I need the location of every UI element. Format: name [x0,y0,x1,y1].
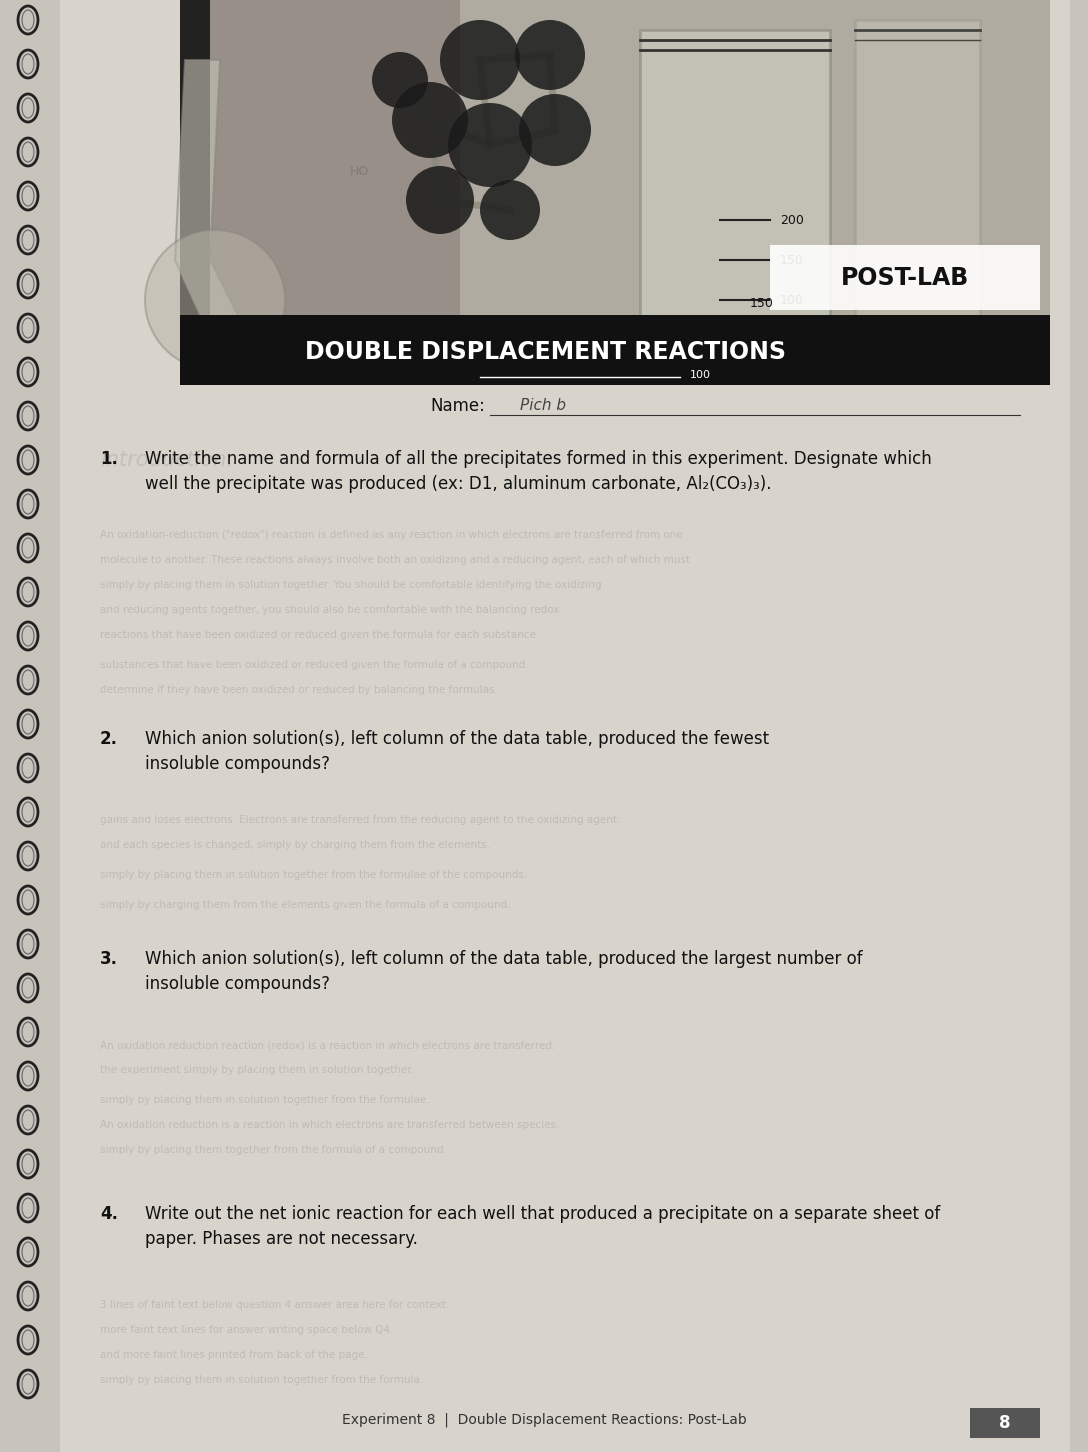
Circle shape [372,52,428,107]
Text: 1.: 1. [100,450,118,468]
Bar [770,245,1040,309]
Text: and each species is changed, simply by charging them from the elements.: and each species is changed, simply by c… [100,841,490,849]
Text: Name:: Name: [430,396,485,415]
Text: 2.: 2. [100,730,118,748]
Polygon shape [175,60,270,380]
Text: 150: 150 [750,298,774,309]
Text: 4.: 4. [100,1205,118,1223]
Text: simply by placing them in solution together from the formulae.: simply by placing them in solution toget… [100,1095,430,1105]
Text: 100: 100 [780,293,804,306]
Text: and reducing agents together, you should also be comfortable with the balancing : and reducing agents together, you should… [100,605,559,616]
Text: Which anion solution(s), left column of the data table, produced the fewest
inso: Which anion solution(s), left column of … [145,730,769,772]
Circle shape [515,20,585,90]
Text: reactions that have been oxidized or reduced given the formula for each substanc: reactions that have been oxidized or red… [100,630,540,640]
Circle shape [519,94,591,166]
Text: molecule to another. These reactions always involve both an oxidizing and a redu: molecule to another. These reactions alw… [100,555,690,565]
Bar [970,1408,1040,1437]
Circle shape [145,229,285,370]
Text: Pich b: Pich b [520,398,566,412]
Text: HO: HO [350,166,369,179]
Circle shape [440,20,520,100]
Circle shape [392,81,468,158]
Text: and more faint lines printed from back of the page.: and more faint lines printed from back o… [100,1350,368,1361]
Bar [180,0,210,380]
Text: simply by placing them in solution together. You should be comfortable identifyi: simply by placing them in solution toget… [100,579,602,590]
Text: 3 lines of faint text below question 4 answer area here for context.: 3 lines of faint text below question 4 a… [100,1300,449,1310]
Text: simply by placing them together from the formula of a compound.: simply by placing them together from the… [100,1146,447,1154]
Text: An oxidation-reduction ("redox") reaction is defined as any reaction in which el: An oxidation-reduction ("redox") reactio… [100,530,683,540]
Text: Experiment 8  |  Double Displacement Reactions: Post-Lab: Experiment 8 | Double Displacement React… [342,1413,746,1427]
Bar [180,0,1050,380]
Text: Write the name and formula of all the precipitates formed in this experiment. De: Write the name and formula of all the pr… [145,450,931,494]
Text: introduction.: introduction. [100,450,233,470]
Text: 3.: 3. [100,950,118,968]
Text: determine if they have been oxidized or reduced by balancing the formulas.: determine if they have been oxidized or … [100,685,498,696]
Text: An oxidation reduction is a reaction in which electrons are transferred between : An oxidation reduction is a reaction in … [100,1119,559,1130]
Bar [640,30,830,350]
Text: 200: 200 [780,213,804,227]
Text: the experiment simply by placing them in solution together.: the experiment simply by placing them in… [100,1064,415,1074]
Text: substances that have been oxidized or reduced given the formula of a compound.: substances that have been oxidized or re… [100,661,529,669]
Text: simply by charging them from the elements given the formula of a compound.: simply by charging them from the element… [100,900,510,910]
Text: 8: 8 [999,1414,1011,1432]
Bar [855,20,980,360]
Bar [180,0,460,380]
Bar [180,315,1050,385]
Text: POST-LAB: POST-LAB [841,266,969,290]
Text: gains and loses electrons. Electrons are transferred from the reducing agent to : gains and loses electrons. Electrons are… [100,815,620,825]
Text: simply by placing them in solution together from the formulae of the compounds.: simply by placing them in solution toget… [100,870,528,880]
Text: 150: 150 [780,254,804,267]
Circle shape [406,166,474,234]
Circle shape [480,180,540,240]
Text: Which anion solution(s), left column of the data table, produced the largest num: Which anion solution(s), left column of … [145,950,863,993]
Text: 100: 100 [690,370,710,380]
Circle shape [448,103,532,187]
Bar [643,319,827,347]
Text: An oxidation reduction reaction (redox) is a reaction in which electrons are tra: An oxidation reduction reaction (redox) … [100,1040,555,1050]
Text: simply by placing them in solution together from the formula.: simply by placing them in solution toget… [100,1375,423,1385]
Text: DOUBLE DISPLACEMENT REACTIONS: DOUBLE DISPLACEMENT REACTIONS [305,340,786,364]
Text: Write out the net ionic reaction for each well that produced a precipitate on a : Write out the net ionic reaction for eac… [145,1205,940,1249]
Text: more faint text lines for answer writing space below Q4.: more faint text lines for answer writing… [100,1326,394,1334]
